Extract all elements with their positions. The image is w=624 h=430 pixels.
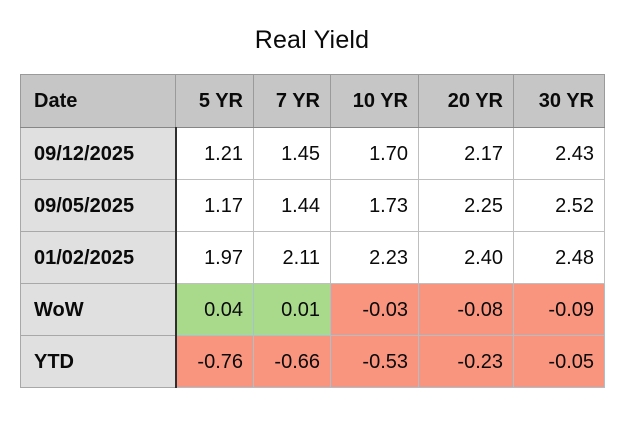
table-row: 09/12/2025 1.21 1.45 1.70 2.17 2.43 <box>20 127 605 180</box>
row-label-cell: 09/05/2025 <box>20 179 177 232</box>
value-cell: 2.11 <box>253 231 331 284</box>
value-cell-negative: -0.09 <box>513 283 605 336</box>
header-cell-20yr: 20 YR <box>418 74 514 128</box>
value-cell-positive: 0.01 <box>253 283 331 336</box>
value-cell: 1.97 <box>175 231 254 284</box>
value-cell: 2.23 <box>330 231 419 284</box>
real-yield-table: Date 5 YR 7 YR 10 YR 20 YR 30 YR 09/12/2… <box>20 74 605 388</box>
row-label-cell: 09/12/2025 <box>20 127 177 180</box>
table-row-ytd: YTD -0.76 -0.66 -0.53 -0.23 -0.05 <box>20 335 605 388</box>
value-cell-negative: -0.03 <box>330 283 419 336</box>
value-cell-positive: 0.04 <box>175 283 254 336</box>
value-cell-negative: -0.76 <box>175 335 254 388</box>
value-cell-negative: -0.05 <box>513 335 605 388</box>
value-cell: 2.17 <box>418 127 514 180</box>
header-row: Date 5 YR 7 YR 10 YR 20 YR 30 YR <box>20 74 605 128</box>
value-cell: 2.40 <box>418 231 514 284</box>
value-cell: 2.43 <box>513 127 605 180</box>
row-label-cell: YTD <box>20 335 177 388</box>
value-cell-negative: -0.53 <box>330 335 419 388</box>
value-cell: 2.52 <box>513 179 605 232</box>
header-cell-5yr: 5 YR <box>175 74 254 128</box>
value-cell: 2.25 <box>418 179 514 232</box>
table-row: 09/05/2025 1.17 1.44 1.73 2.25 2.52 <box>20 179 605 232</box>
value-cell: 1.17 <box>175 179 254 232</box>
value-cell: 1.44 <box>253 179 331 232</box>
table-row-wow: WoW 0.04 0.01 -0.03 -0.08 -0.09 <box>20 283 605 336</box>
value-cell: 1.21 <box>175 127 254 180</box>
row-label-cell: WoW <box>20 283 177 336</box>
table-row: 01/02/2025 1.97 2.11 2.23 2.40 2.48 <box>20 231 605 284</box>
value-cell-negative: -0.23 <box>418 335 514 388</box>
value-cell: 1.70 <box>330 127 419 180</box>
header-cell-date: Date <box>20 74 176 128</box>
header-cell-30yr: 30 YR <box>513 74 605 128</box>
value-cell-negative: -0.08 <box>418 283 514 336</box>
value-cell: 1.73 <box>330 179 419 232</box>
value-cell: 2.48 <box>513 231 605 284</box>
row-label-cell: 01/02/2025 <box>20 231 177 284</box>
page-title: Real Yield <box>254 26 370 54</box>
header-cell-7yr: 7 YR <box>253 74 331 128</box>
value-cell: 1.45 <box>253 127 331 180</box>
value-cell-negative: -0.66 <box>253 335 331 388</box>
header-cell-10yr: 10 YR <box>330 74 419 128</box>
